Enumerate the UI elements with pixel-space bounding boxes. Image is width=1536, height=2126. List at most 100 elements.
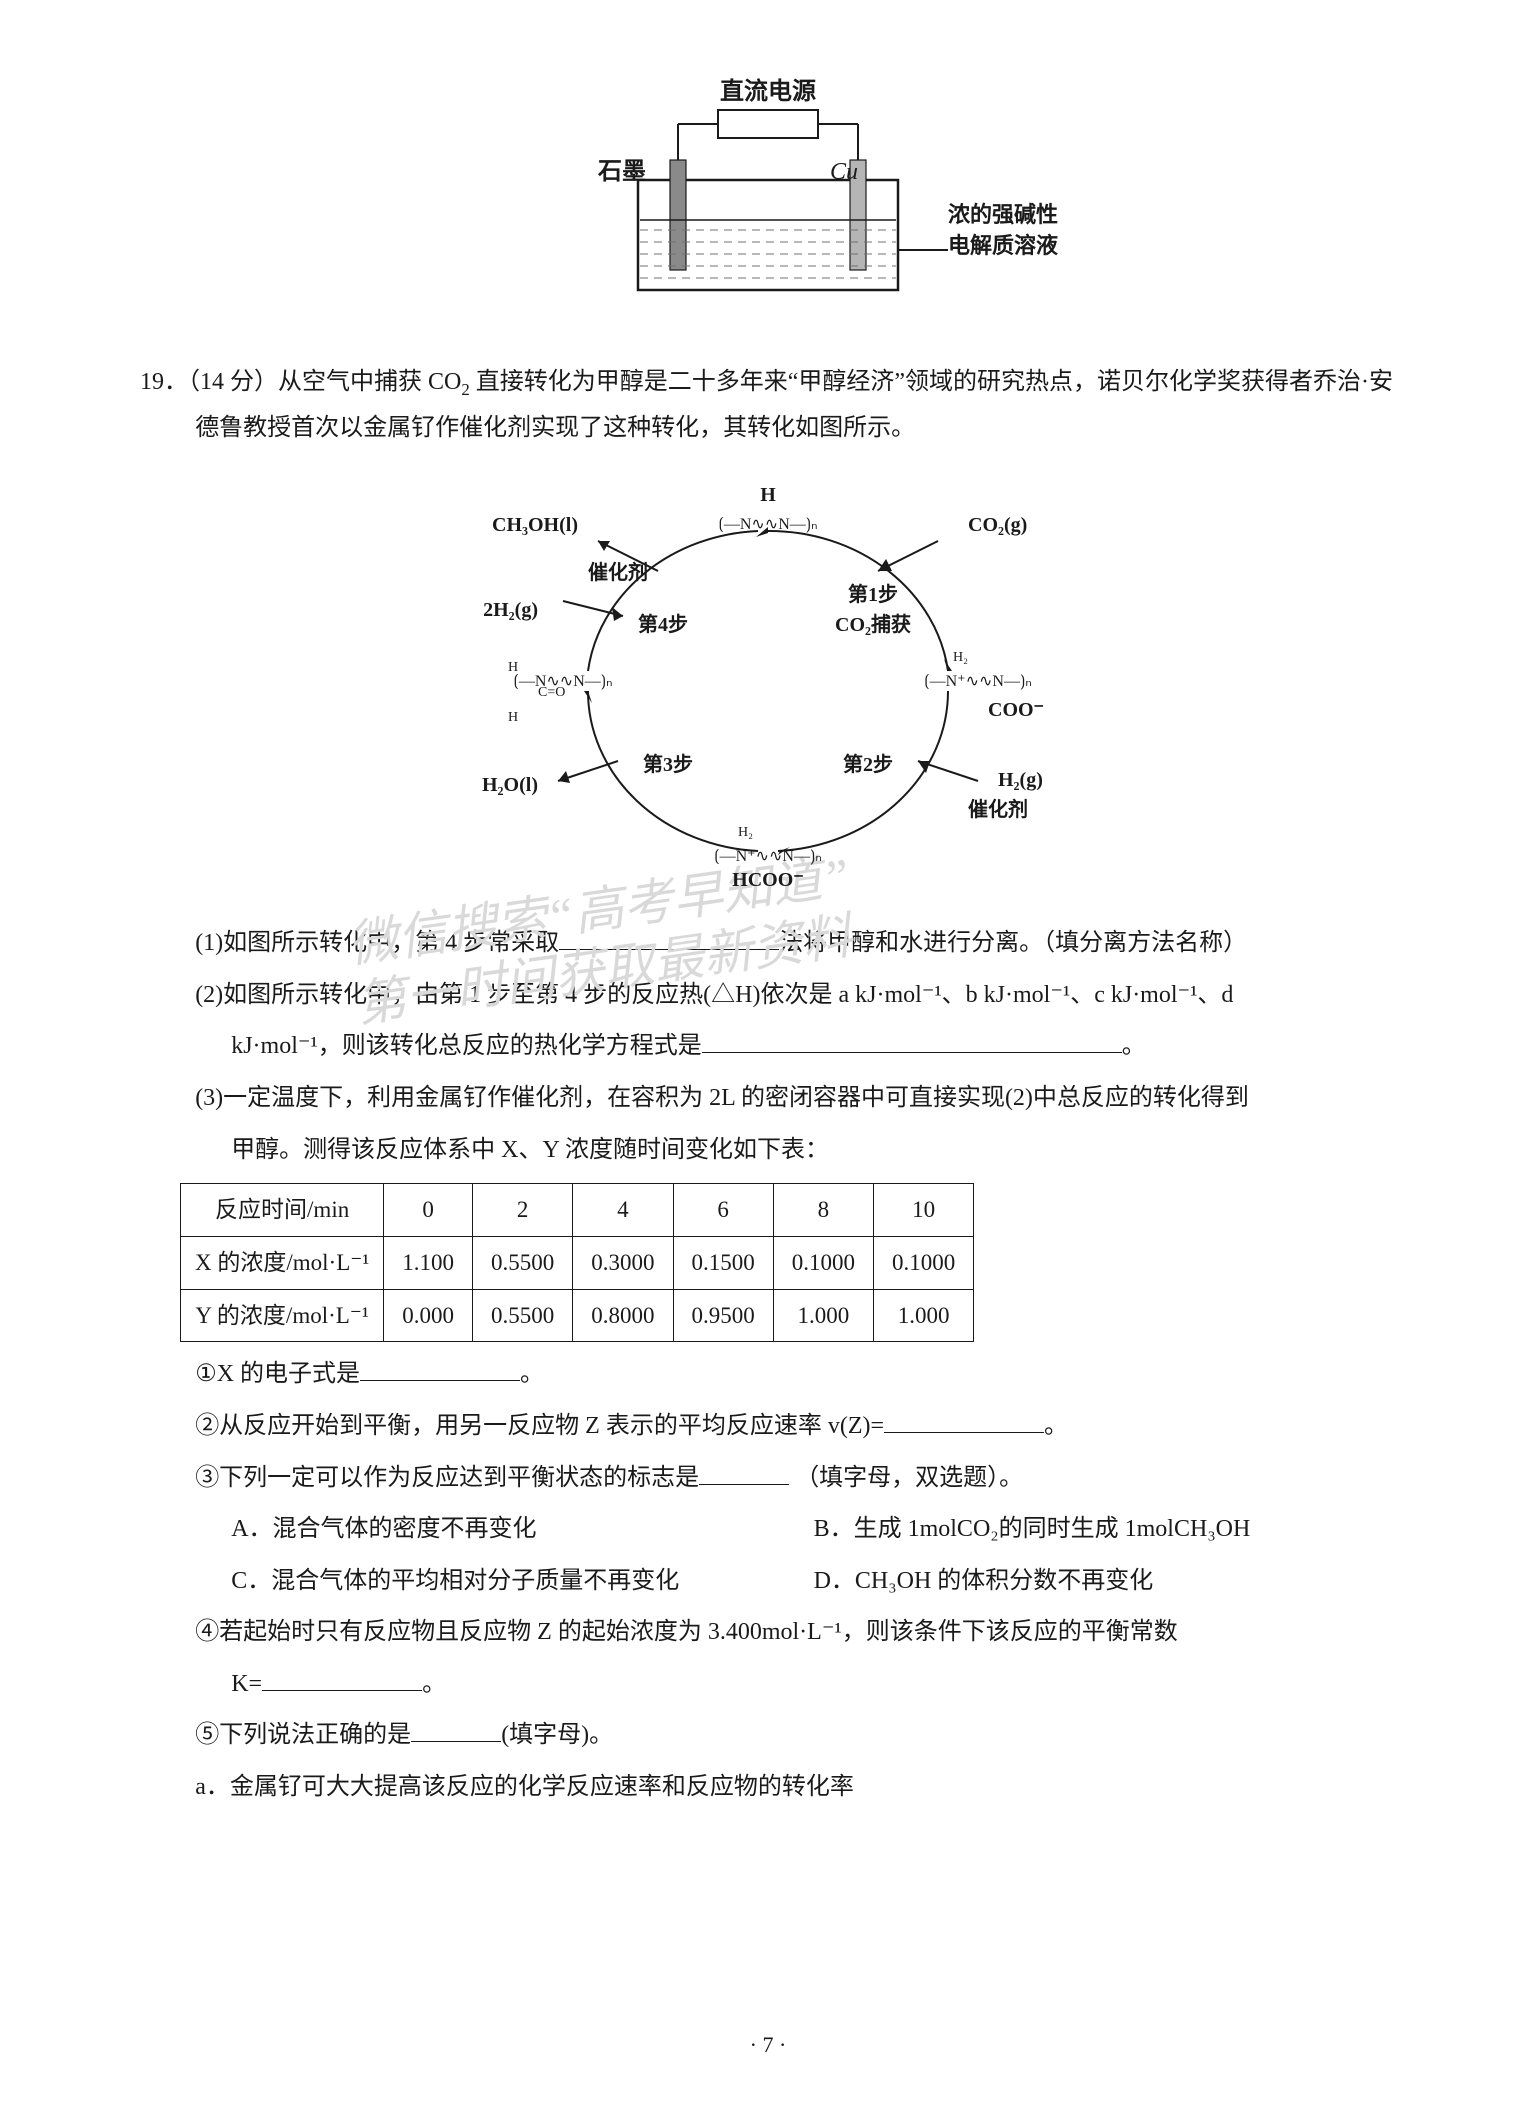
table-cell: 0.8000: [573, 1289, 673, 1342]
svg-text:H₂: H₂: [953, 650, 968, 665]
cycle-svg: H CH₃OH(l) CO₂(g) 催化剂 2H₂(g) 第4步 第1步 CO₂…: [468, 471, 1068, 891]
svg-text:H: H: [508, 660, 518, 675]
svg-text:CH₃OH(l): CH₃OH(l): [492, 514, 578, 536]
blank-sub3: [699, 1458, 789, 1484]
table-cell: 1.000: [874, 1289, 974, 1342]
table-cell: 6: [673, 1184, 773, 1237]
q19-sub4-post: 。: [422, 1671, 446, 1697]
q19-part1: (1)如图所示转化中，第 4 步常采取 法将甲醇和水进行分离。（填分离方法名称）: [140, 921, 1396, 967]
table-cell: 0.1000: [773, 1236, 873, 1289]
solution-label-1: 浓的强碱性: [948, 202, 1058, 227]
q19-sub2-pre: ②从反应开始到平衡，用另一反应物 Z 表示的平均反应速率 v(Z)=: [195, 1413, 884, 1439]
table-cell: 0.3000: [573, 1236, 673, 1289]
cycle-diagram: H CH₃OH(l) CO₂(g) 催化剂 2H₂(g) 第4步 第1步 CO₂…: [468, 471, 1068, 891]
table-cell: 10: [874, 1184, 974, 1237]
table-cell: 0.5500: [473, 1236, 573, 1289]
electrolysis-diagram: 直流电源 石墨 Cu 浓的强碱性 电解质溶液: [578, 80, 958, 320]
blank-sub5: [411, 1716, 501, 1742]
svg-text:第1步: 第1步: [848, 582, 898, 606]
q19-part2-line2: kJ·mol⁻¹，则该转化总反应的热化学方程式是。: [140, 1024, 1396, 1070]
q19-sub5-post: (填字母)。: [501, 1722, 613, 1748]
cycle-diagram-row: H CH₃OH(l) CO₂(g) 催化剂 2H₂(g) 第4步 第1步 CO₂…: [140, 471, 1396, 891]
q19-sub5-pre: ⑤下列说法正确的是: [195, 1722, 411, 1748]
page-number: · 7 ·: [750, 2024, 787, 2066]
table-header-x: X 的浓度/mol·L⁻¹: [181, 1236, 384, 1289]
svg-text:C=O: C=O: [538, 685, 565, 700]
svg-text:H₂O(l): H₂O(l): [482, 774, 538, 796]
svg-text:HCOO⁻: HCOO⁻: [732, 869, 804, 891]
q19-sub4-pre: ④若起始时只有反应物且反应物 Z 的起始浓度为 3.400mol·L⁻¹，则该条…: [195, 1619, 1178, 1645]
table-cell: 2: [473, 1184, 573, 1237]
q19-part2-pre: (2)如图所示转化中，由第 1 步至第 4 步的反应热(△H)依次是 a kJ·…: [195, 982, 1233, 1008]
q19-sub1-post: 。: [520, 1361, 544, 1387]
q19-sub4: ④若起始时只有反应物且反应物 Z 的起始浓度为 3.400mol·L⁻¹，则该条…: [140, 1610, 1396, 1656]
q19-part3-line2: 甲醇。测得该反应体系中 X、Y 浓度随时间变化如下表：: [140, 1128, 1396, 1174]
table-header-y: Y 的浓度/mol·L⁻¹: [181, 1289, 384, 1342]
table-cell: 8: [773, 1184, 873, 1237]
table-cell: 0.5500: [473, 1289, 573, 1342]
svg-text:催化剂: 催化剂: [588, 560, 648, 584]
option-c: C．混合气体的平均相对分子质量不再变化: [231, 1559, 813, 1605]
table-cell: 0.9500: [673, 1289, 773, 1342]
q19-sub1: ①X 的电子式是 。: [140, 1352, 1396, 1398]
blank-sub1: [360, 1355, 520, 1381]
options-row-2: C．混合气体的平均相对分子质量不再变化 D．CH₃OH 的体积分数不再变化: [140, 1559, 1396, 1611]
q19-part2-line2-pre: kJ·mol⁻¹，则该转化总反应的热化学方程式是: [231, 1033, 702, 1059]
q19-header: 19．（14 分）从空气中捕获 CO2 直接转化为甲醇是二十多年来“甲醇经济”领…: [140, 360, 1396, 451]
q19-sub4-k-text: K=: [231, 1671, 262, 1697]
svg-text:CO₂(g): CO₂(g): [968, 514, 1027, 536]
blank-part2: [702, 1027, 1122, 1053]
q19-part3-pre: (3)一定温度下，利用金属钌作催化剂，在容积为 2L 的密闭容器中可直接实现(2…: [195, 1085, 1249, 1111]
q19-sub5: ⑤下列说法正确的是 (填字母)。: [140, 1713, 1396, 1759]
svg-text:催化剂: 催化剂: [968, 797, 1028, 821]
svg-text:COO⁻: COO⁻: [988, 699, 1044, 721]
option-a: A．混合气体的密度不再变化: [231, 1507, 813, 1553]
table-cell: 4: [573, 1184, 673, 1237]
q19-part2: (2)如图所示转化中，由第 1 步至第 4 步的反应热(△H)依次是 a kJ·…: [140, 973, 1396, 1019]
electrolysis-svg: [578, 80, 958, 320]
q19-sub3-post: （填字母，双选题）。: [795, 1465, 1023, 1491]
table-cell: 0: [384, 1184, 473, 1237]
svg-text:H₂: H₂: [738, 825, 753, 840]
option-d: D．CH₃OH 的体积分数不再变化: [814, 1559, 1396, 1605]
svg-text:第4步: 第4步: [638, 612, 688, 636]
solution-label: 浓的强碱性 电解质溶液: [948, 200, 1058, 262]
table-row: Y 的浓度/mol·L⁻¹ 0.000 0.5500 0.8000 0.9500…: [181, 1289, 974, 1342]
solution-label-2: 电解质溶液: [948, 233, 1058, 258]
data-table: 反应时间/min 0 2 4 6 8 10 X 的浓度/mol·L⁻¹ 1.10…: [180, 1183, 974, 1342]
q19-sub3-pre: ③下列一定可以作为反应达到平衡状态的标志是: [195, 1465, 699, 1491]
svg-text:H₂(g): H₂(g): [998, 769, 1043, 791]
option-b: B．生成 1molCO₂的同时生成 1molCH₃OH: [814, 1507, 1396, 1553]
blank-sub2: [884, 1407, 1044, 1433]
svg-text:第3步: 第3步: [643, 752, 693, 776]
q19-sub3: ③下列一定可以作为反应达到平衡状态的标志是 （填字母，双选题）。: [140, 1456, 1396, 1502]
q19-sub2-post: 。: [1044, 1413, 1068, 1439]
q19-sub2: ②从反应开始到平衡，用另一反应物 Z 表示的平均反应速率 v(Z)= 。: [140, 1404, 1396, 1450]
q19-sub4-k: K= 。: [140, 1662, 1396, 1708]
options-row-1: A．混合气体的密度不再变化 B．生成 1molCO₂的同时生成 1molCH₃O…: [140, 1507, 1396, 1559]
svg-text:CO₂捕获: CO₂捕获: [835, 612, 911, 636]
blank-part1: [559, 924, 779, 950]
table-cell: 0.000: [384, 1289, 473, 1342]
blank-sub4: [262, 1665, 422, 1691]
table-row: X 的浓度/mol·L⁻¹ 1.100 0.5500 0.3000 0.1500…: [181, 1236, 974, 1289]
question-19: 19．（14 分）从空气中捕获 CO2 直接转化为甲醇是二十多年来“甲醇经济”领…: [140, 360, 1396, 1811]
q19-part1-post: 法将甲醇和水进行分离。（填分离方法名称）: [779, 930, 1247, 956]
q19-part3-line2-text: 甲醇。测得该反应体系中 X、Y 浓度随时间变化如下表：: [231, 1137, 829, 1163]
table-cell: 1.000: [773, 1289, 873, 1342]
q19-sub1-pre: ①X 的电子式是: [195, 1361, 360, 1387]
svg-text:第2步: 第2步: [843, 752, 893, 776]
q19-sub5a-text: a．金属钌可大大提高该反应的化学反应速率和反应物的转化率: [195, 1774, 854, 1800]
power-label: 直流电源: [720, 70, 816, 116]
q19-part1-pre: (1)如图所示转化中，第 4 步常采取: [195, 930, 559, 956]
table-cell: 1.100: [384, 1236, 473, 1289]
q19-header-pre: 19．（14 分）从空气中捕获 CO: [140, 369, 461, 395]
svg-text:⟮—N⁺∿∿N—⟯ₙ: ⟮—N⁺∿∿N—⟯ₙ: [924, 673, 1031, 690]
svg-text:H: H: [760, 484, 776, 506]
table-cell: 0.1500: [673, 1236, 773, 1289]
table-cell: 0.1000: [874, 1236, 974, 1289]
q19-sub5a: a．金属钌可大大提高该反应的化学反应速率和反应物的转化率: [140, 1765, 1396, 1811]
table-row: 反应时间/min 0 2 4 6 8 10: [181, 1184, 974, 1237]
right-electrode-label: Cu: [830, 150, 858, 196]
svg-text:⟮—N⁺∿∿N—⟯ₙ: ⟮—N⁺∿∿N—⟯ₙ: [714, 848, 821, 865]
